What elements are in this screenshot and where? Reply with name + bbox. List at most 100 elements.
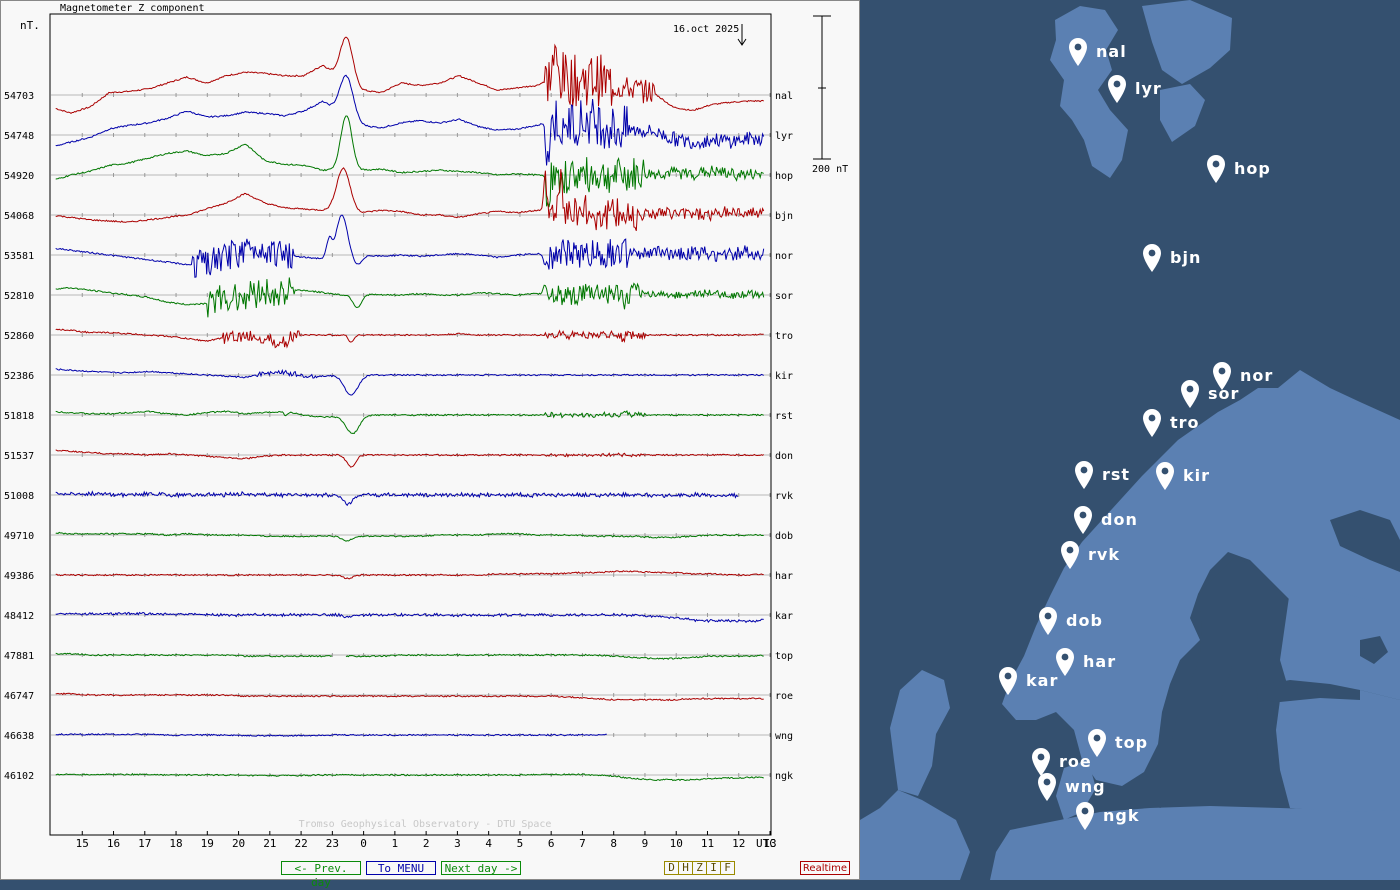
series-line-top	[55, 652, 764, 660]
series-row-sor: 52810 sor	[4, 277, 793, 318]
map-station-label-nal[interactable]: nal	[1096, 42, 1127, 61]
map-pin-icon[interactable]	[1030, 747, 1052, 777]
station-label-nor: nor	[775, 251, 793, 262]
series-row-kar: 48412 kar	[4, 611, 793, 624]
series-row-ngk: 46102 ngk	[4, 771, 793, 782]
baseline-value-nal: 54703	[4, 91, 34, 102]
series-line-nor	[55, 214, 765, 278]
date-label: 16.oct 2025	[673, 24, 739, 35]
station-map: nal lyr hop bjn nor sor tro rst kir don rvk dob har k…	[860, 0, 1400, 880]
map-station-label-bjn[interactable]: bjn	[1170, 248, 1202, 267]
x-tick-label: 6	[548, 837, 555, 850]
component-d-button[interactable]: D	[665, 862, 679, 874]
station-label-don: don	[775, 451, 793, 462]
series-line-dob	[55, 531, 764, 542]
station-label-kar: kar	[775, 611, 793, 622]
land-areas	[860, 0, 1400, 880]
series-line-rvk	[55, 490, 739, 507]
series-line-sor	[55, 277, 765, 318]
x-tick-label: 4	[485, 837, 492, 850]
series-line-rst	[55, 410, 764, 434]
x-tick-label: 15	[76, 837, 89, 850]
series-line-don	[55, 449, 764, 468]
map-pin-icon[interactable]	[1054, 647, 1076, 677]
map-station-label-lyr[interactable]: lyr	[1135, 79, 1162, 98]
series-row-lyr: 54748 lyr	[4, 74, 793, 166]
map-station-label-kir[interactable]: kir	[1183, 466, 1211, 485]
map-pin-icon[interactable]	[1059, 540, 1081, 570]
station-label-nal: nal	[775, 91, 793, 102]
plot-frame	[49, 13, 772, 836]
map-station-label-rvk[interactable]: rvk	[1088, 545, 1120, 564]
map-station-label-hop[interactable]: hop	[1234, 159, 1271, 178]
y-axis-unit-label: nT.	[20, 19, 40, 32]
prev-day-button[interactable]: <- Prev. day	[281, 861, 361, 889]
x-tick-label: 1	[392, 837, 399, 850]
series-row-wng: 46638 wng	[4, 731, 793, 742]
station-label-har: har	[775, 571, 793, 582]
map-pin-icon[interactable]	[1205, 154, 1227, 184]
to-menu-button[interactable]: To MENU	[366, 861, 436, 875]
series-line-wng	[55, 733, 607, 737]
scale-bar-label: 200 nT	[812, 164, 848, 175]
series-line-tro	[55, 328, 764, 349]
map-pin-icon[interactable]	[997, 666, 1019, 696]
scandinavia-map-background	[860, 0, 1400, 880]
station-label-kir: kir	[775, 371, 793, 382]
map-station-label-wng[interactable]: wng	[1065, 777, 1106, 796]
magnetometer-plot: Magnetometer Z component nT. 16.oct 2025…	[4, 3, 848, 850]
next-day-button[interactable]: Next day ->	[441, 861, 521, 875]
map-pin-icon[interactable]	[1086, 728, 1108, 758]
map-station-label-roe[interactable]: roe	[1059, 752, 1092, 771]
map-station-label-rst[interactable]: rst	[1102, 465, 1131, 484]
x-axis-unit-label: UTC	[756, 837, 776, 850]
station-label-rst: rst	[775, 411, 793, 422]
x-tick-label: 13	[763, 837, 776, 850]
series-line-kir	[55, 368, 764, 396]
white-sea	[1330, 510, 1400, 572]
station-label-top: top	[775, 651, 793, 662]
x-tick-label: 10	[670, 837, 683, 850]
chart-title: Magnetometer Z component	[60, 3, 205, 14]
map-pin-icon[interactable]	[1141, 243, 1163, 273]
series-line-roe	[55, 692, 764, 702]
component-i-button[interactable]: I	[707, 862, 721, 874]
map-station-label-top[interactable]: top	[1115, 733, 1149, 752]
map-station-label-sor[interactable]: sor	[1208, 384, 1240, 403]
map-pin-icon[interactable]	[1106, 74, 1128, 104]
series-line-kar	[55, 611, 764, 624]
map-pin-icon[interactable]	[1154, 461, 1176, 491]
map-station-label-nor[interactable]: nor	[1240, 366, 1274, 385]
series-line-bjn	[55, 167, 765, 231]
map-station-label-dob[interactable]: dob	[1066, 611, 1103, 630]
map-pin-icon[interactable]	[1211, 361, 1233, 391]
map-pin-icon[interactable]	[1036, 772, 1058, 802]
x-tick-label: 12	[732, 837, 745, 850]
component-h-button[interactable]: H	[679, 862, 693, 874]
map-pin-icon[interactable]	[1037, 606, 1059, 636]
component-f-button[interactable]: F	[724, 861, 731, 874]
x-tick-label: 16	[107, 837, 120, 850]
map-station-label-ngk[interactable]: ngk	[1103, 806, 1140, 825]
series-line-ngk	[55, 772, 764, 782]
map-pin-icon[interactable]	[1072, 505, 1094, 535]
baseline-value-don: 51537	[4, 451, 34, 462]
component-z-button[interactable]: Z	[693, 862, 707, 874]
station-label-bjn: bjn	[775, 211, 793, 222]
realtime-button[interactable]: Realtime	[800, 861, 850, 875]
series-line-lyr	[55, 74, 765, 166]
map-pin-icon[interactable]	[1073, 460, 1095, 490]
series-row-nor: 53581 nor	[4, 214, 793, 278]
map-station-label-tro[interactable]: tro	[1170, 413, 1200, 432]
map-pin-icon[interactable]	[1141, 408, 1163, 438]
series-row-rvk: 51008 rvk	[4, 490, 793, 507]
map-station-label-kar[interactable]: kar	[1026, 671, 1059, 690]
map-pin-icon[interactable]	[1067, 37, 1089, 67]
map-pin-icon[interactable]	[1074, 801, 1096, 831]
x-tick-label: 9	[642, 837, 649, 850]
series-row-dob: 49710 dob	[4, 531, 793, 542]
map-station-label-har[interactable]: har	[1083, 652, 1117, 671]
series-row-kir: 52386 kir	[4, 368, 793, 396]
map-station-label-don[interactable]: don	[1101, 510, 1138, 529]
map-pin-icon[interactable]	[1179, 379, 1201, 409]
